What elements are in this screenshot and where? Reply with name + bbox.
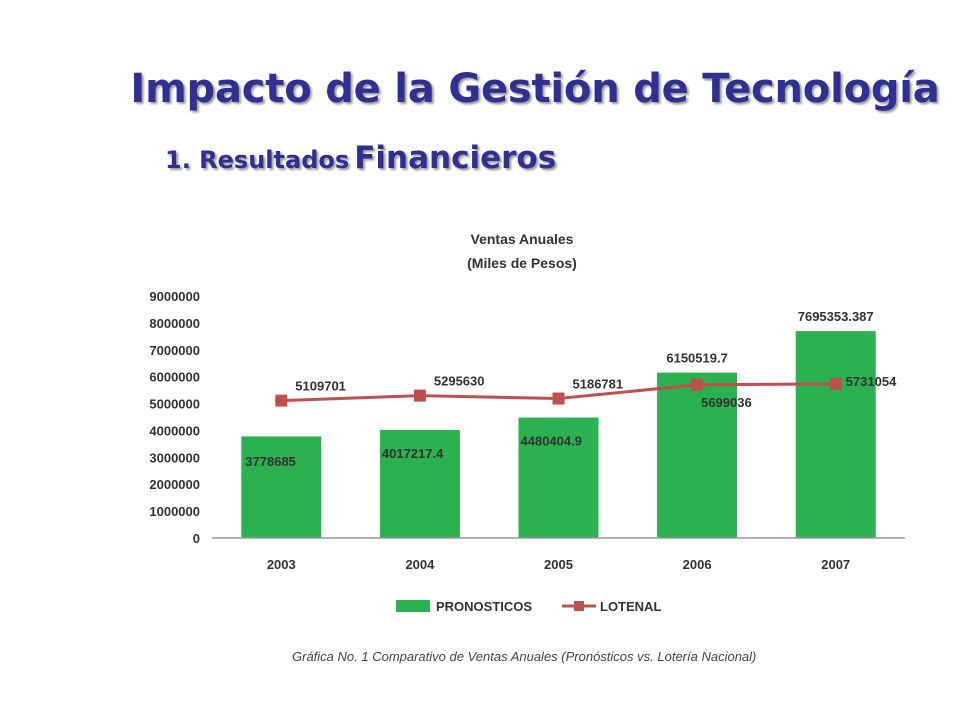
y-tick-label: 5000000 (149, 397, 200, 412)
y-tick-label: 8000000 (149, 316, 200, 331)
bar-value-label: 4480404.9 (521, 434, 582, 449)
y-tick-label: 6000000 (149, 370, 200, 385)
x-tick-label: 2003 (267, 557, 296, 572)
bar-2003 (241, 436, 322, 538)
chart-subtitle: (Miles de Pesos) (467, 255, 577, 271)
lotenal-marker (275, 394, 288, 407)
legend-label-lotenal: LOTENAL (600, 599, 661, 614)
bar-value-label: 3778685 (245, 454, 296, 469)
y-axis: 0 1000000 2000000 3000000 4000000 5000000 6000… (149, 289, 200, 546)
legend-swatch-pronosticos (396, 600, 430, 612)
bar-series: 3778685 4017217.4 4480404.9 6150519.7 769535… (241, 309, 876, 538)
lotenal-marker (691, 378, 704, 391)
lotenal-marker (413, 389, 426, 402)
y-tick-label: 2000000 (149, 477, 200, 492)
bar-2005 (518, 417, 599, 538)
x-tick-label: 2004 (405, 557, 435, 572)
line-series: 5109701 5295630 5186781 5699036 5731054 (275, 374, 897, 410)
bar-value-label: 7695353.387 (798, 309, 874, 324)
legend-swatch-marker (574, 601, 584, 611)
chart-caption: Gráfica No. 1 Comparativo de Ventas Anua… (292, 649, 756, 664)
bar-2004 (379, 429, 460, 538)
x-tick-label: 2007 (821, 557, 850, 572)
subtitle-number: 1. Resultados (165, 146, 350, 174)
y-tick-label: 1000000 (149, 504, 200, 519)
y-tick-label: 4000000 (149, 423, 200, 438)
line-value-label: 5186781 (573, 377, 624, 392)
line-value-label: 5295630 (434, 374, 485, 389)
x-tick-label: 2006 (683, 557, 712, 572)
lotenal-marker (829, 377, 842, 390)
y-tick-label: 7000000 (149, 343, 200, 358)
y-tick-label: 9000000 (149, 289, 200, 304)
bar-2007 (795, 331, 876, 538)
y-tick-label: 3000000 (149, 450, 200, 465)
lotenal-marker (552, 392, 565, 405)
legend-label-pronosticos: PRONOSTICOS (436, 599, 532, 614)
x-tick-label: 2005 (544, 557, 573, 572)
bar-value-label: 4017217.4 (382, 446, 444, 461)
y-tick-label: 0 (193, 531, 200, 546)
line-value-label: 5109701 (295, 379, 346, 394)
slide-title: Impacto de la Gestión de Tecnología (130, 66, 940, 112)
slide-subtitle: 1. Resultados Financieros (165, 140, 556, 176)
subtitle-word: Financieros (354, 140, 557, 176)
chart-title: Ventas Anuales (471, 231, 574, 247)
line-value-label: 5699036 (701, 395, 752, 410)
bar-value-label: 6150519.7 (666, 351, 727, 366)
x-axis: 2003 2004 2005 2006 2007 (212, 537, 905, 572)
chart-legend: PRONOSTICOS LOTENAL (396, 599, 661, 614)
bar-2006 (657, 372, 738, 538)
line-value-label: 5731054 (846, 374, 897, 389)
